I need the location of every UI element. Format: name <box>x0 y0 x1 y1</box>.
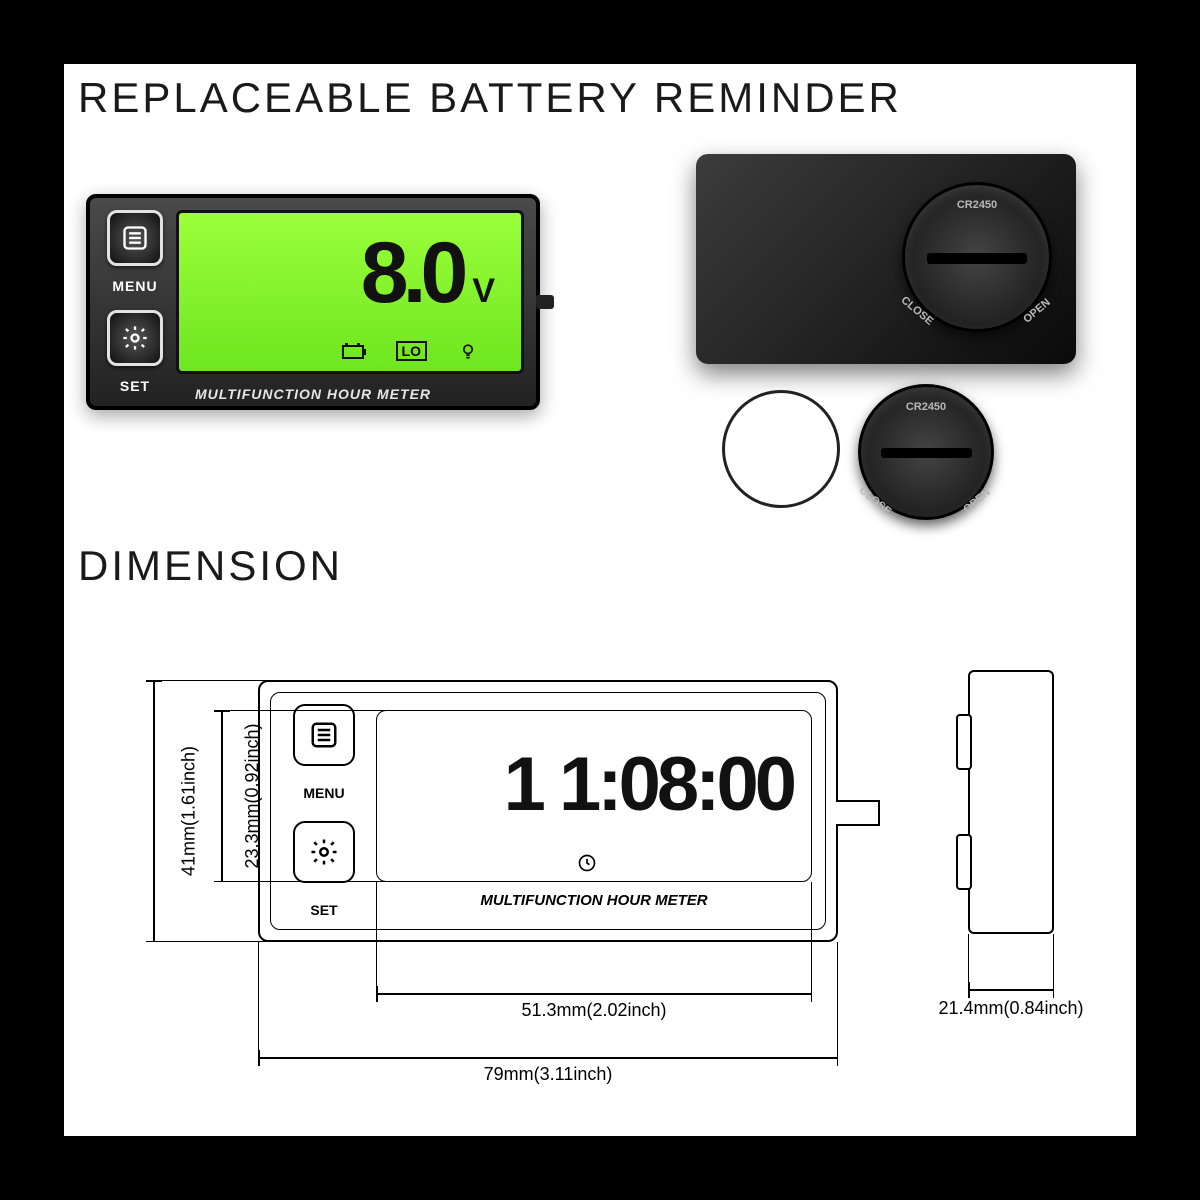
battery-icon <box>342 341 368 361</box>
o-ring <box>722 390 840 508</box>
clock-icon <box>577 853 597 873</box>
dimension-side-view: 21.4mm(0.84inch) <box>916 670 1096 1090</box>
close-label-2: CLOSE <box>850 478 901 523</box>
lcd-value: 8.0 <box>361 224 463 323</box>
list-icon <box>121 224 149 252</box>
outline-lcd-value: 1 1:08:00 <box>504 742 793 827</box>
dim-height-inner-label: 23.3mm(0.92inch) <box>242 723 263 868</box>
set-button[interactable] <box>107 310 163 366</box>
battery-type-label: CR2450 <box>905 199 1049 211</box>
meter-button-column: MENU SET <box>100 210 170 394</box>
dim-depth-label: 21.4mm(0.84inch) <box>938 998 1083 1019</box>
lcd-status-icons: LO <box>342 341 481 361</box>
dim-height-outer-label: 41mm(1.61inch) <box>179 746 200 876</box>
dim-width-outer: 79mm(3.11inch) <box>258 1038 838 1078</box>
section-title-dimension: DIMENSION <box>78 542 343 590</box>
dim-height-inner: 23.3mm(0.92inch) <box>202 710 242 882</box>
outline-product-label: MULTIFUNCTION HOUR METER <box>376 892 812 909</box>
hour-meter-front: MENU SET 8.0 V LO MULTIFUNCTION HOUR MET… <box>86 194 540 410</box>
battery-cover-slot-2 <box>881 448 972 458</box>
dim-depth: 21.4mm(0.84inch) <box>968 970 1054 1010</box>
meter-back-case: CR2450 CLOSE OPEN <box>696 154 1076 364</box>
dim-width-inner-label: 51.3mm(2.02inch) <box>521 1000 666 1021</box>
bulb-icon <box>455 341 481 361</box>
gear-icon <box>309 837 339 867</box>
product-label: MULTIFUNCTION HOUR METER <box>90 386 536 402</box>
close-label: CLOSE <box>890 287 944 335</box>
list-icon <box>309 720 339 750</box>
menu-button-label: MENU <box>112 278 157 294</box>
outline-side-body <box>968 670 1054 934</box>
outline-lcd: 1 1:08:00 <box>376 710 812 882</box>
battery-type-label-2: CR2450 <box>861 401 991 413</box>
dim-width-inner: 51.3mm(2.02inch) <box>376 974 812 1014</box>
gear-icon <box>121 324 149 352</box>
lcd-screen: 8.0 V LO <box>176 210 524 374</box>
battery-cover-loose: CR2450 CLOSE OPEN <box>858 384 994 520</box>
open-label-2: OPEN <box>952 478 1003 523</box>
outline-button-column: MENU SET <box>284 704 364 918</box>
outline-menu-label: MENU <box>303 785 344 801</box>
battery-cover-slot <box>927 253 1028 265</box>
section-title-battery: REPLACEABLE BATTERY REMINDER <box>78 74 902 122</box>
dim-width-outer-label: 79mm(3.11inch) <box>484 1064 613 1085</box>
outline-set-button <box>293 821 355 883</box>
lo-indicator: LO <box>396 341 427 361</box>
lcd-unit: V <box>472 272 495 311</box>
lcd-readout: 8.0 V <box>361 224 495 323</box>
menu-button[interactable] <box>107 210 163 266</box>
outline-lcd-readout: 1 1:08:00 <box>504 741 793 828</box>
cable-stub <box>536 295 554 309</box>
battery-cover-in-case: CR2450 CLOSE OPEN <box>902 182 1052 332</box>
open-label: OPEN <box>1010 287 1064 335</box>
outline-menu-button <box>293 704 355 766</box>
outline-side-button-1 <box>956 714 972 770</box>
outline-cable-stub <box>836 800 880 826</box>
infographic-panel: REPLACEABLE BATTERY REMINDER MENU SET 8.… <box>64 64 1136 1136</box>
dim-height-outer: 41mm(1.61inch) <box>134 680 174 942</box>
dimension-front-view: MENU SET 1 1:08:00 MULTIFUNCTION HOUR ME… <box>94 624 914 1104</box>
outline-side-button-2 <box>956 834 972 890</box>
outline-set-label: SET <box>310 902 337 918</box>
